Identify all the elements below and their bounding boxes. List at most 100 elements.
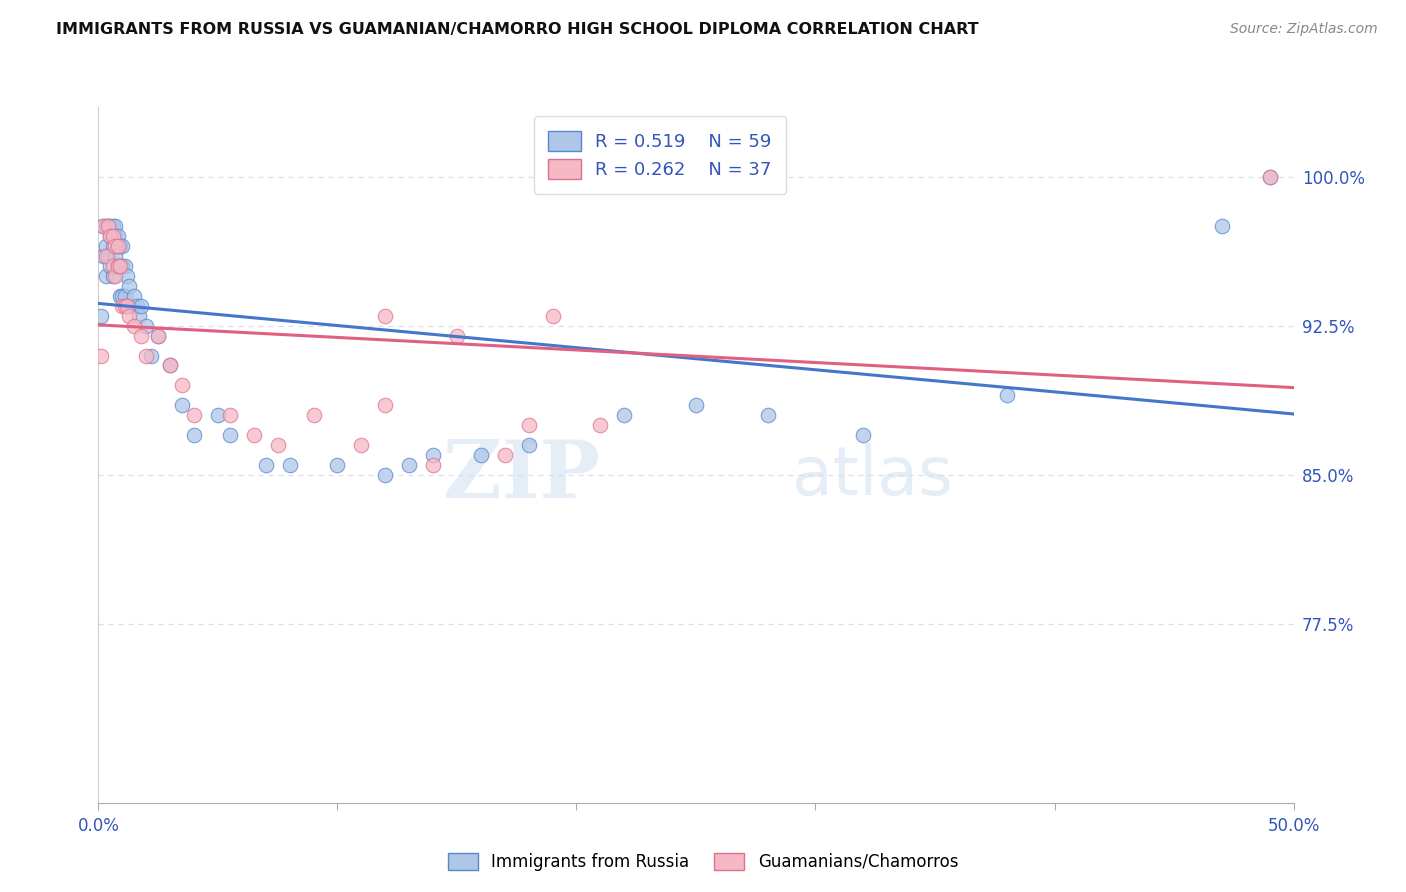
- Point: [326, 458, 349, 472]
- Point: [107, 259, 129, 273]
- Point: [91, 219, 114, 234]
- Point: [104, 239, 127, 253]
- Point: [90, 309, 112, 323]
- Point: [124, 289, 146, 303]
- Point: [172, 378, 194, 392]
- Point: [97, 249, 120, 263]
- Point: [139, 349, 162, 363]
- Text: atlas: atlas: [792, 442, 952, 508]
- Point: [131, 299, 153, 313]
- Point: [131, 328, 153, 343]
- Point: [101, 219, 124, 234]
- Point: [94, 249, 117, 263]
- Point: [135, 349, 157, 363]
- Point: [148, 328, 170, 343]
- Point: [118, 309, 141, 323]
- Point: [148, 328, 170, 343]
- Point: [852, 428, 875, 442]
- Point: [183, 428, 205, 442]
- Point: [128, 309, 150, 323]
- Point: [94, 219, 117, 234]
- Point: [90, 349, 112, 363]
- Point: [101, 268, 124, 283]
- Point: [107, 239, 129, 253]
- Point: [94, 268, 117, 283]
- Point: [114, 259, 136, 273]
- Point: [470, 448, 492, 462]
- Point: [613, 408, 636, 422]
- Point: [108, 259, 131, 273]
- Point: [108, 239, 131, 253]
- Point: [111, 289, 134, 303]
- Point: [267, 438, 290, 452]
- Point: [374, 398, 396, 412]
- Point: [115, 268, 138, 283]
- Point: [125, 299, 148, 313]
- Point: [124, 318, 146, 333]
- Point: [494, 448, 516, 462]
- Point: [111, 259, 134, 273]
- Point: [446, 328, 468, 343]
- Point: [422, 448, 444, 462]
- Point: [94, 239, 117, 253]
- Point: [172, 398, 194, 412]
- Point: [101, 239, 124, 253]
- Point: [107, 229, 129, 244]
- Point: [374, 467, 396, 482]
- Point: [159, 359, 181, 373]
- Point: [97, 219, 120, 234]
- Text: Source: ZipAtlas.com: Source: ZipAtlas.com: [1230, 22, 1378, 37]
- Point: [995, 388, 1018, 402]
- Point: [1258, 169, 1281, 184]
- Point: [107, 239, 129, 253]
- Point: [1258, 169, 1281, 184]
- Point: [98, 229, 122, 244]
- Legend: Immigrants from Russia, Guamanians/Chamorros: Immigrants from Russia, Guamanians/Chamo…: [440, 845, 966, 880]
- Point: [278, 458, 301, 472]
- Point: [183, 408, 205, 422]
- Point: [104, 268, 127, 283]
- Point: [108, 289, 131, 303]
- Point: [97, 219, 120, 234]
- Point: [104, 219, 127, 234]
- Point: [104, 249, 127, 263]
- Point: [685, 398, 707, 412]
- Point: [159, 359, 181, 373]
- Point: [91, 219, 114, 234]
- Point: [101, 259, 124, 273]
- Point: [1211, 219, 1233, 234]
- Point: [114, 299, 136, 313]
- Text: IMMIGRANTS FROM RUSSIA VS GUAMANIAN/CHAMORRO HIGH SCHOOL DIPLOMA CORRELATION CHA: IMMIGRANTS FROM RUSSIA VS GUAMANIAN/CHAM…: [56, 22, 979, 37]
- Point: [107, 259, 129, 273]
- Point: [254, 458, 277, 472]
- Point: [111, 239, 134, 253]
- Point: [98, 229, 122, 244]
- Point: [374, 309, 396, 323]
- Point: [541, 309, 564, 323]
- Point: [118, 279, 141, 293]
- Point: [756, 408, 779, 422]
- Point: [98, 219, 122, 234]
- Point: [350, 438, 373, 452]
- Point: [135, 318, 157, 333]
- Point: [398, 458, 420, 472]
- Point: [114, 289, 136, 303]
- Point: [219, 428, 242, 442]
- Point: [517, 438, 540, 452]
- Point: [517, 418, 540, 433]
- Point: [108, 259, 131, 273]
- Point: [115, 299, 138, 313]
- Point: [115, 299, 138, 313]
- Legend: R = 0.519    N = 59, R = 0.262    N = 37: R = 0.519 N = 59, R = 0.262 N = 37: [534, 116, 786, 194]
- Point: [104, 229, 127, 244]
- Point: [422, 458, 444, 472]
- Point: [98, 259, 122, 273]
- Point: [121, 299, 143, 313]
- Point: [91, 249, 114, 263]
- Point: [219, 408, 242, 422]
- Text: ZIP: ZIP: [443, 437, 600, 515]
- Point: [243, 428, 266, 442]
- Point: [207, 408, 229, 422]
- Point: [111, 299, 134, 313]
- Point: [101, 229, 124, 244]
